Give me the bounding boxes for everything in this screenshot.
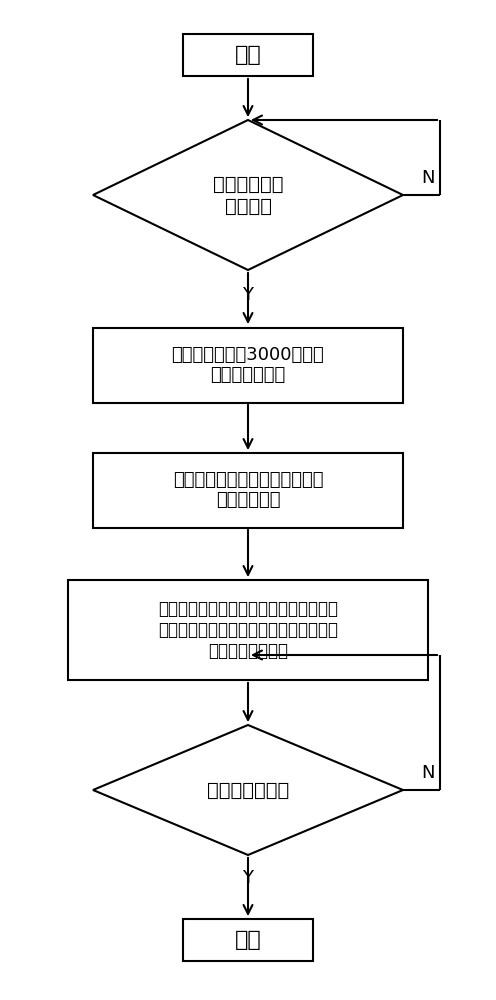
Text: 螺套是否处于
放松状态: 螺套是否处于 放松状态 (213, 174, 283, 216)
Bar (93, 452, 403, 528)
Bar (68, 580, 428, 680)
Polygon shape (93, 120, 403, 270)
Text: 结束: 结束 (235, 930, 261, 950)
Text: Y: Y (243, 286, 253, 304)
Text: 开始: 开始 (235, 45, 261, 65)
Text: 此时电流值作为撞针与喷嘴顶紧
松紧设的零值: 此时电流值作为撞针与喷嘴顶紧 松紧设的零值 (173, 471, 323, 509)
FancyBboxPatch shape (183, 34, 313, 76)
Polygon shape (93, 725, 403, 855)
Text: 是否达到期望值: 是否达到期望值 (207, 780, 289, 800)
Text: Y: Y (243, 869, 253, 887)
Bar (93, 328, 403, 402)
Text: 按设定参数一直保持触发输出，用户进行
螺套调节，采集电流值并算出松紧设相对
值，显示在屏幕上: 按设定参数一直保持触发输出，用户进行 螺套调节，采集电流值并算出松紧设相对 值，… (158, 600, 338, 660)
FancyBboxPatch shape (183, 919, 313, 961)
Text: N: N (421, 169, 435, 187)
Text: 按设定参数输出3000个点，
同时采集电流值: 按设定参数输出3000个点， 同时采集电流值 (172, 346, 324, 384)
Text: N: N (421, 764, 435, 782)
